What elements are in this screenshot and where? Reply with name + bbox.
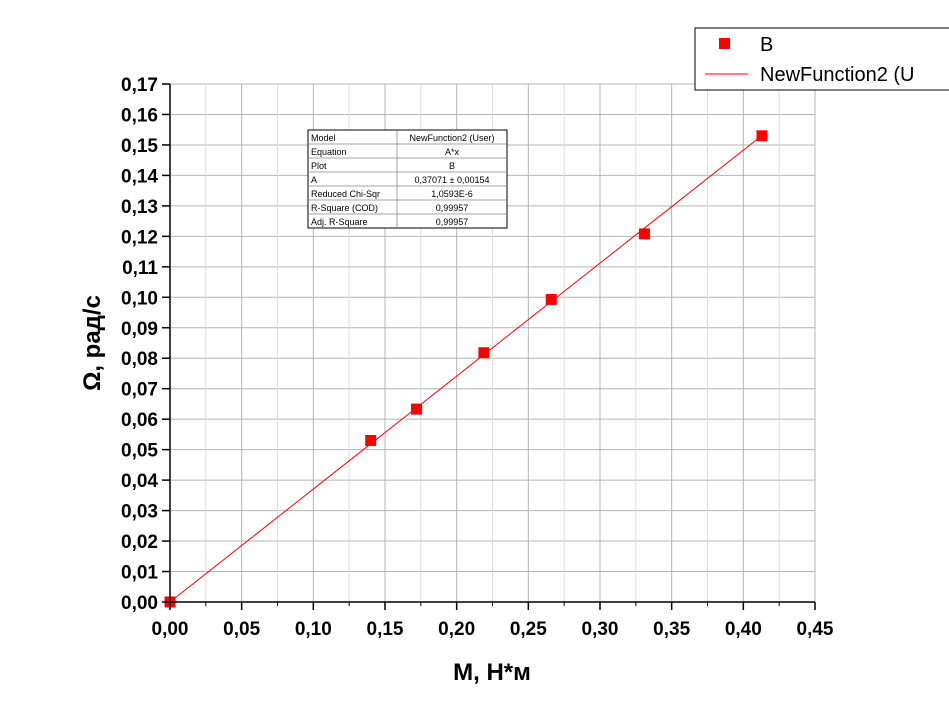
y-tick-label: 0,03	[121, 502, 158, 523]
fit-results-table: Model NewFunction2 (User) Equation A*x Plot B…	[307, 129, 508, 229]
y-axis-title: Ω, рад/с	[79, 295, 106, 391]
fit-table-key: Adj. R-Square	[311, 217, 368, 227]
y-tick-label: 0,04	[121, 471, 158, 492]
fit-table-value: NewFunction2 (User)	[409, 133, 494, 143]
y-tick-label: 0,13	[121, 197, 158, 218]
fit-table-frame	[307, 129, 508, 229]
y-tick-label: 0,02	[121, 532, 158, 553]
legend-label-b: B	[760, 34, 773, 56]
axes	[162, 83, 816, 610]
x-tick-label: 0,40	[725, 619, 762, 640]
y-tick-label: 0,15	[121, 136, 158, 157]
data-point	[756, 130, 768, 142]
data-point	[545, 293, 557, 305]
y-tick-label: 0,10	[121, 288, 158, 309]
y-tick-label: 0,07	[121, 380, 158, 401]
fit-table-value: 0,99957	[436, 217, 469, 227]
data-point	[638, 228, 650, 240]
data-point	[365, 435, 377, 447]
data-point	[411, 403, 423, 415]
legend-label-fit: NewFunction2 (U	[760, 64, 915, 86]
tick-labels: 0,00 0,05 0,10 0,15 0,20 0,25 0,30 0,35 0,40 0,45…	[121, 75, 834, 640]
fit-table-value: 0,99957	[436, 203, 469, 213]
y-tick-label: 0,14	[121, 166, 158, 187]
fit-table-key: Model	[311, 133, 336, 143]
fit-table-key: R-Square (COD)	[311, 203, 378, 213]
legend: B NewFunction2 (U	[694, 27, 949, 91]
x-tick-label: 0,00	[152, 619, 189, 640]
fit-table-key: Reduced Chi-Sqr	[311, 189, 380, 199]
y-tick-label: 0,05	[121, 441, 158, 462]
fit-table-key: A	[311, 175, 317, 185]
y-tick-label: 0,00	[121, 593, 158, 614]
x-axis-title: M, Н*м	[453, 659, 531, 686]
y-tick-label: 0,01	[121, 563, 158, 584]
fit-table-key: Plot	[311, 161, 327, 171]
fit-table-value: 1,0593E-6	[431, 189, 473, 199]
fit-table-key: Equation	[311, 147, 347, 157]
x-tick-label: 0,35	[653, 619, 690, 640]
y-tick-label: 0,17	[121, 75, 158, 96]
y-tick-label: 0,06	[121, 410, 158, 431]
data-point	[478, 347, 490, 359]
y-tick-label: 0,16	[121, 105, 158, 126]
legend-frame	[694, 27, 949, 91]
y-tick-label: 0,09	[121, 319, 158, 340]
fit-line	[169, 135, 763, 603]
x-tick-label: 0,45	[797, 619, 834, 640]
fit-line-layer	[169, 135, 763, 603]
legend-marker-b	[719, 38, 730, 49]
fit-table-value: 0,37071 ± 0,00154	[414, 175, 489, 185]
y-tick-label: 0,08	[121, 349, 158, 370]
x-tick-label: 0,10	[295, 619, 332, 640]
x-tick-label: 0,25	[510, 619, 547, 640]
x-tick-label: 0,15	[367, 619, 404, 640]
x-tick-label: 0,20	[438, 619, 475, 640]
x-tick-label: 0,30	[582, 619, 619, 640]
y-tick-label: 0,12	[121, 227, 158, 248]
fit-table-value: B	[449, 161, 455, 171]
x-tick-label: 0,05	[223, 619, 260, 640]
fit-table-value: A*x	[445, 147, 460, 157]
y-tick-label: 0,11	[122, 258, 158, 279]
